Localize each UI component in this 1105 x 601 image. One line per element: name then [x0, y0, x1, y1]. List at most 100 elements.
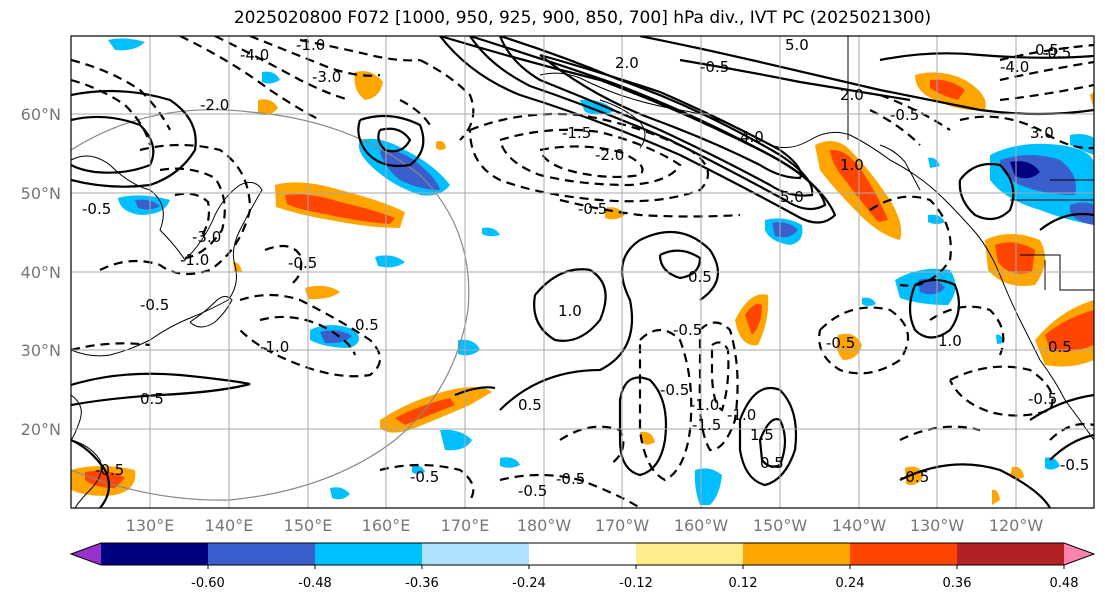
lon-label: 170°W	[595, 516, 650, 535]
contour-label: 0.5	[688, 268, 712, 286]
negative-patch	[918, 278, 945, 295]
contour-label: -0.5	[660, 381, 689, 399]
contour-label: -1.0	[260, 338, 289, 356]
negative-patch	[580, 99, 615, 115]
map-frame	[70, 35, 1095, 509]
positive-patch	[836, 333, 862, 360]
contour-label: -2.0	[200, 96, 229, 114]
contour-label: 2.0	[840, 86, 864, 104]
positive-patch	[1045, 310, 1094, 352]
negative-patch	[262, 71, 280, 84]
positive-patch	[1090, 92, 1094, 110]
contour-label: 0.5	[760, 454, 784, 472]
lat-label: 50°N	[21, 184, 61, 203]
positive-patch	[436, 140, 446, 150]
positive-patch	[395, 398, 455, 425]
contour-label: -4.0	[1000, 58, 1029, 76]
negative-patch	[1070, 134, 1094, 155]
contour-label: 3.0	[1030, 124, 1054, 142]
contour-label: -0.5	[1028, 390, 1057, 408]
colorbar-outline	[69, 542, 1096, 566]
lat-label: 20°N	[21, 420, 61, 439]
lat-label: 40°N	[21, 263, 61, 282]
negative-patch	[412, 465, 425, 474]
contour-label: 0.5	[140, 390, 164, 408]
negative-patch	[1010, 161, 1040, 179]
contour-label: -0.5	[82, 200, 111, 218]
colorbar-tick-label: -0.36	[405, 576, 439, 591]
colorbar-segment	[529, 543, 637, 565]
contour-label: -0.5	[673, 321, 702, 339]
colorbar-extension-high	[1064, 543, 1094, 565]
negative-patch	[772, 222, 798, 238]
negative-contours	[71, 36, 1094, 508]
colorbar-tick-label: -0.60	[191, 576, 225, 591]
contour-label: -0.5	[1060, 456, 1089, 474]
colorbar-extension-low	[71, 543, 101, 565]
colorbar-tick-label: 0.24	[836, 576, 865, 591]
contour-label: -0.5	[140, 296, 169, 314]
colorbar-ticks: -0.60 -0.48 -0.36 -0.24 -0.12 0.12 0.24 0.36 0.4…	[191, 565, 1078, 591]
lon-label: 140°W	[832, 516, 887, 535]
contour-label: 5.0	[785, 36, 809, 54]
lon-label: 130°E	[126, 516, 175, 535]
contour-label: -0.5	[900, 468, 929, 486]
colorbar-segment	[957, 543, 1065, 565]
lat-label: 60°N	[21, 105, 61, 124]
contour-label: 1.0	[558, 302, 582, 320]
contour-label: 4.0	[740, 128, 764, 146]
longitude-axis: 130°E 140°E 150°E 160°E 170°E 180°W 170°…	[126, 516, 1044, 535]
contour-label: 5.0	[780, 188, 804, 206]
lon-label: 120°W	[989, 516, 1044, 535]
negative-patch	[500, 457, 520, 468]
lon-label: 160°E	[362, 516, 411, 535]
contour-label: 2.0	[615, 54, 639, 72]
contour-label: 1.0	[840, 156, 864, 174]
gridlines	[71, 36, 1094, 508]
negative-patch	[694, 468, 722, 505]
contour-label: -0.5	[556, 470, 585, 488]
contour-label: -1.0	[180, 251, 209, 269]
contour-label: -1.0	[727, 406, 756, 424]
contour-label: -0.5	[518, 482, 547, 500]
colorbar-segment	[101, 543, 209, 565]
positive-patch	[285, 194, 395, 224]
positive-patch	[992, 489, 1000, 505]
negative-patch	[1045, 457, 1060, 470]
contour-label: -0.5	[95, 461, 124, 479]
negative-patch	[862, 297, 876, 306]
lon-label: 140°E	[205, 516, 254, 535]
contour-label: -0.5	[826, 334, 855, 352]
negative-patch	[375, 255, 405, 268]
contour-label-layer: -1.0 -1.0 0.5 1.0 0.5 -0.5 -0.5 -0.5 -0.…	[82, 36, 1089, 500]
colorbar-segments	[71, 543, 1094, 565]
contour-label: -0.5	[890, 106, 919, 124]
range-circle	[71, 109, 470, 501]
contour-label: -1.0	[690, 396, 719, 414]
negative-patch	[996, 334, 1004, 344]
contour-label: -3.0	[192, 228, 221, 246]
colorbar-segment	[850, 543, 958, 565]
contour-label: 0.5	[1035, 41, 1059, 59]
colorbar-tick-label: 0.36	[943, 576, 972, 591]
colorbar-segment	[636, 543, 744, 565]
colorbar-segment	[422, 543, 530, 565]
colorbar-segment	[743, 543, 851, 565]
positive-patch	[354, 71, 383, 100]
colorbar-tick-label: -0.24	[512, 576, 546, 591]
negative-patch	[320, 330, 352, 344]
contour-label: -1.0	[296, 36, 325, 54]
contour-label: -0.5	[288, 254, 317, 272]
latitude-axis: 60°N 50°N 40°N 30°N 20°N	[21, 105, 61, 439]
negative-patch	[482, 227, 500, 237]
contour-label: -2.0	[595, 146, 624, 164]
colorbar-tick-label: 0.12	[729, 576, 758, 591]
lat-label: 30°N	[21, 341, 61, 360]
colorbar-tick-label: -0.48	[298, 576, 332, 591]
coastlines	[71, 36, 1094, 508]
contour-label: 0.5	[518, 396, 542, 414]
positive-patch	[930, 79, 965, 100]
lon-label: 150°E	[284, 516, 333, 535]
colorbar-segment	[315, 543, 423, 565]
